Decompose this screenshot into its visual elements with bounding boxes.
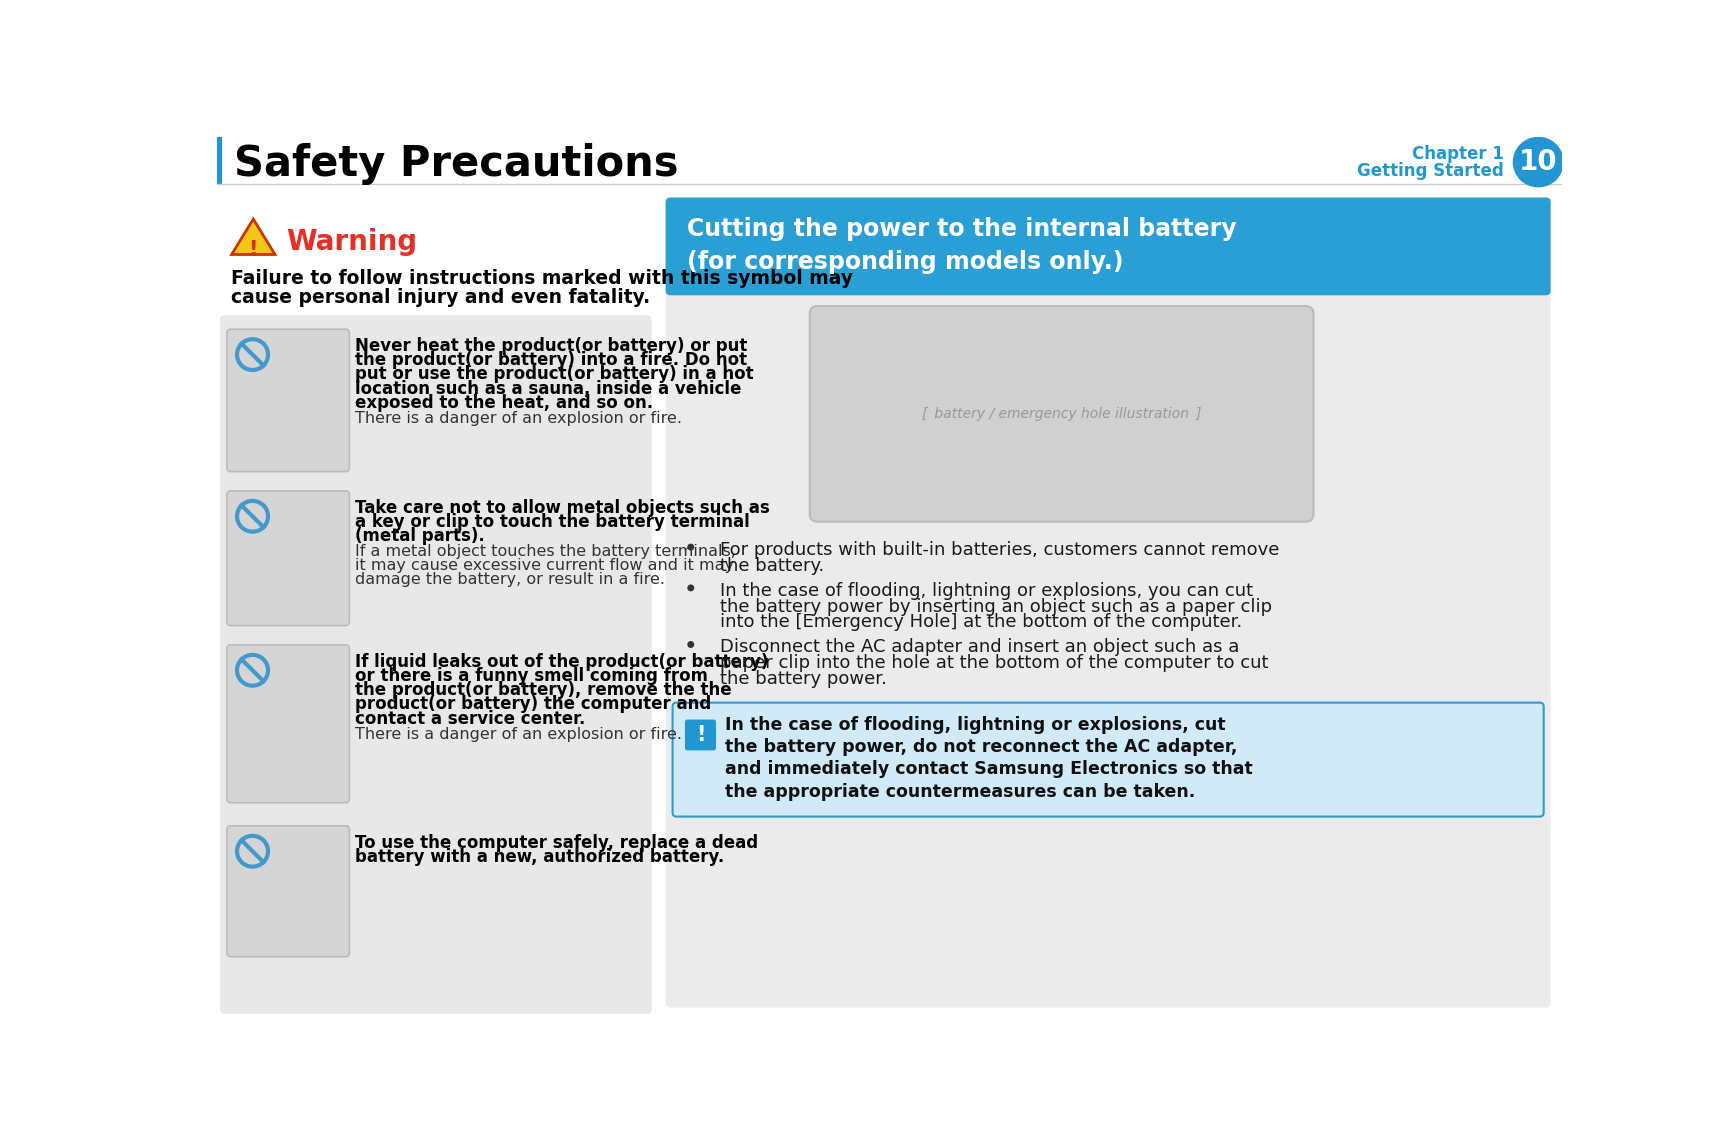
Text: paper clip into the hole at the bottom of the computer to cut: paper clip into the hole at the bottom o… [720, 654, 1268, 672]
FancyBboxPatch shape [220, 316, 652, 1014]
Text: put or use the product(or battery) in a hot: put or use the product(or battery) in a … [356, 366, 753, 384]
Text: Cutting the power to the internal battery: Cutting the power to the internal batter… [687, 218, 1237, 241]
FancyBboxPatch shape [666, 197, 1551, 1008]
Text: the battery power, do not reconnect the AC adapter,: the battery power, do not reconnect the … [725, 738, 1237, 756]
Text: the battery power.: the battery power. [720, 670, 887, 688]
FancyBboxPatch shape [810, 306, 1313, 522]
Circle shape [687, 543, 694, 550]
Bar [217, 137, 222, 185]
FancyBboxPatch shape [227, 645, 349, 803]
Text: cause personal injury and even fatality.: cause personal injury and even fatality. [231, 288, 651, 308]
Text: location such as a sauna, inside a vehicle: location such as a sauna, inside a vehic… [356, 379, 741, 398]
Text: If liquid leaks out of the product(or battery): If liquid leaks out of the product(or ba… [356, 653, 769, 671]
FancyBboxPatch shape [673, 703, 1544, 817]
Text: contact a service center.: contact a service center. [356, 710, 585, 728]
Text: the product(or battery) into a fire. Do not: the product(or battery) into a fire. Do … [356, 351, 748, 369]
Bar [217, 137, 1562, 185]
Text: There is a danger of an explosion or fire.: There is a danger of an explosion or fir… [356, 727, 682, 741]
Text: product(or battery) the computer and: product(or battery) the computer and [356, 695, 711, 713]
Text: Never heat the product(or battery) or put: Never heat the product(or battery) or pu… [356, 337, 748, 355]
Text: and immediately contact Samsung Electronics so that: and immediately contact Samsung Electron… [725, 761, 1253, 778]
Circle shape [687, 641, 694, 648]
Text: Chapter 1: Chapter 1 [1412, 145, 1503, 163]
Text: To use the computer safely, replace a dead: To use the computer safely, replace a de… [356, 834, 758, 852]
Text: battery with a new, authorized battery.: battery with a new, authorized battery. [356, 847, 723, 866]
Text: a key or clip to touch the battery terminal: a key or clip to touch the battery termi… [356, 513, 750, 531]
Text: [ battery / emergency hole illustration ]: [ battery / emergency hole illustration … [921, 407, 1201, 421]
Text: 10: 10 [1518, 148, 1558, 177]
Text: the battery.: the battery. [720, 557, 824, 575]
FancyBboxPatch shape [227, 491, 349, 625]
Circle shape [687, 584, 694, 591]
Text: it may cause excessive current flow and it may: it may cause excessive current flow and … [356, 558, 734, 573]
Text: If a metal object touches the battery terminals,: If a metal object touches the battery te… [356, 544, 736, 559]
Text: Failure to follow instructions marked with this symbol may: Failure to follow instructions marked wi… [231, 269, 854, 288]
Text: the battery power by inserting an object such as a paper clip: the battery power by inserting an object… [720, 598, 1272, 615]
Text: Take care not to allow metal objects such as: Take care not to allow metal objects suc… [356, 499, 770, 517]
Text: In the case of flooding, lightning or explosions, cut: In the case of flooding, lightning or ex… [725, 715, 1225, 734]
Circle shape [1513, 138, 1563, 187]
Text: !: ! [248, 240, 259, 260]
Text: or there is a funny smell coming from: or there is a funny smell coming from [356, 666, 708, 685]
Text: the appropriate countermeasures can be taken.: the appropriate countermeasures can be t… [725, 782, 1195, 801]
Text: Disconnect the AC adapter and insert an object such as a: Disconnect the AC adapter and insert an … [720, 638, 1239, 656]
FancyBboxPatch shape [227, 826, 349, 957]
Text: damage the battery, or result in a fire.: damage the battery, or result in a fire. [356, 572, 665, 587]
Text: Getting Started: Getting Started [1357, 162, 1503, 180]
FancyBboxPatch shape [685, 720, 717, 751]
Text: In the case of flooding, lightning or explosions, you can cut: In the case of flooding, lightning or ex… [720, 582, 1253, 600]
FancyBboxPatch shape [666, 197, 1551, 295]
Text: (for corresponding models only.): (for corresponding models only.) [687, 251, 1124, 274]
Text: Safety Precautions: Safety Precautions [234, 144, 678, 186]
Text: exposed to the heat, and so on.: exposed to the heat, and so on. [356, 394, 652, 412]
FancyBboxPatch shape [227, 329, 349, 472]
Text: For products with built-in batteries, customers cannot remove: For products with built-in batteries, cu… [720, 541, 1279, 559]
Text: (metal parts).: (metal parts). [356, 527, 484, 546]
Text: into the [Emergency Hole] at the bottom of the computer.: into the [Emergency Hole] at the bottom … [720, 613, 1242, 631]
Text: Warning: Warning [286, 228, 418, 256]
Text: the product(or battery), remove the the: the product(or battery), remove the the [356, 681, 732, 699]
Text: There is a danger of an explosion or fire.: There is a danger of an explosion or fir… [356, 411, 682, 426]
Polygon shape [231, 219, 276, 254]
Text: !: ! [696, 724, 704, 745]
